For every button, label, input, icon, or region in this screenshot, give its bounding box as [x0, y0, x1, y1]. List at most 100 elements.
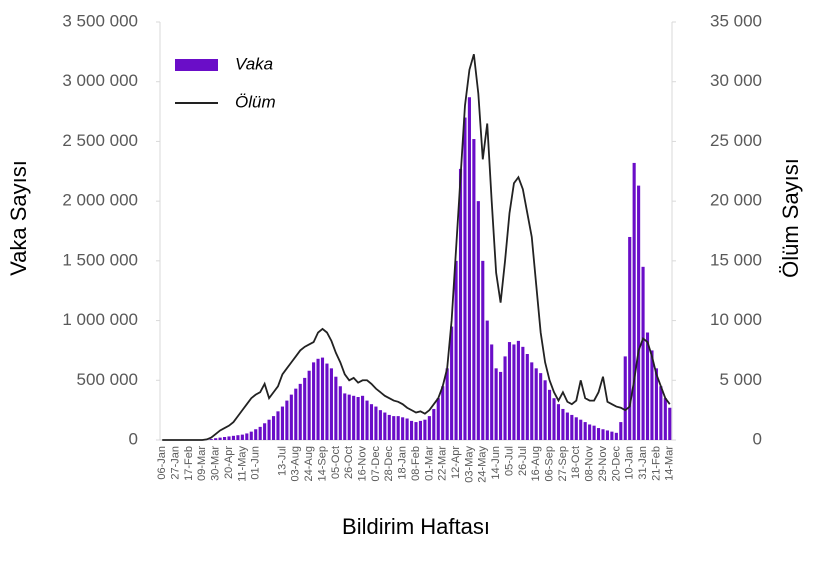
x-tick-label: 27-Jan	[169, 446, 181, 480]
x-tick-label: 29-Nov	[597, 446, 609, 482]
bar	[646, 333, 649, 440]
bar	[552, 398, 555, 440]
bar	[312, 362, 315, 440]
bar	[495, 368, 498, 440]
bar	[419, 421, 422, 440]
bar	[414, 422, 417, 440]
x-tick-label: 08-Feb	[410, 446, 422, 481]
bar	[268, 420, 271, 440]
x-tick-label: 08-Nov	[584, 446, 596, 482]
y2-tick-label: 10 000	[710, 310, 762, 329]
bar	[490, 344, 493, 440]
bar	[664, 398, 667, 440]
bar	[512, 344, 515, 440]
bar	[272, 416, 275, 440]
bar	[517, 341, 520, 440]
bar	[423, 420, 426, 440]
bar	[348, 395, 351, 440]
bar	[503, 356, 506, 440]
bar	[624, 356, 627, 440]
bar	[446, 368, 449, 440]
x-tick-label: 05-Jul	[503, 446, 515, 476]
bar	[388, 415, 391, 440]
x-tick-label: 06-Jan	[156, 446, 168, 480]
bar	[619, 422, 622, 440]
bar	[428, 416, 431, 440]
y2-tick-label: 0	[753, 429, 762, 448]
line	[162, 54, 670, 440]
x-tick-label: 07-Dec	[370, 446, 382, 482]
x-tick-label: 20-Apr	[223, 446, 235, 479]
bar	[610, 432, 613, 440]
bar	[401, 417, 404, 440]
bar	[214, 438, 217, 440]
x-tick-label: 31-Jan	[637, 446, 649, 480]
x-tick-label: 30-Mar	[210, 446, 222, 481]
bar	[250, 432, 253, 440]
bar	[637, 186, 640, 440]
y2-tick-label: 15 000	[710, 250, 762, 269]
x-tick-label: 11-May	[236, 446, 248, 482]
bar	[232, 436, 235, 440]
bar	[597, 428, 600, 440]
bar	[601, 429, 604, 440]
legend-label: Vaka	[235, 54, 273, 73]
bar	[584, 422, 587, 440]
bar	[241, 435, 244, 440]
x-tick-label: 18-Oct	[570, 446, 582, 479]
x-tick-label: 10-Jan	[624, 446, 636, 480]
bar	[392, 416, 395, 440]
y-tick-label: 1 000 000	[62, 310, 138, 329]
bar	[357, 397, 360, 440]
bar	[285, 401, 288, 440]
bar	[383, 413, 386, 440]
bar	[379, 410, 382, 440]
bar	[539, 373, 542, 440]
x-tick-label: 05-Oct	[330, 446, 342, 479]
bar	[486, 321, 489, 440]
bar	[570, 415, 573, 440]
bar	[557, 404, 560, 440]
bar	[432, 409, 435, 440]
y2-tick-label: 5 000	[719, 370, 762, 389]
bar	[575, 417, 578, 440]
x-tick-label: 18-Jan	[397, 446, 409, 480]
bar	[330, 368, 333, 440]
bar	[321, 358, 324, 440]
bar	[259, 427, 262, 440]
y2-tick-label: 20 000	[710, 191, 762, 210]
x-tick-label: 28-Dec	[383, 446, 395, 482]
x-tick-label: 24-Aug	[303, 446, 315, 481]
y-tick-label: 0	[129, 429, 138, 448]
x-tick-label: 26-Jul	[517, 446, 529, 476]
bar	[397, 416, 400, 440]
bar	[370, 404, 373, 440]
y2-tick-label: 30 000	[710, 71, 762, 90]
bar	[628, 237, 631, 440]
x-tick-label: 14-Jun	[490, 446, 502, 480]
x-tick-label: 14-Sep	[316, 446, 328, 481]
bar	[308, 371, 311, 440]
bar	[227, 436, 230, 440]
bar	[530, 362, 533, 440]
bar	[535, 368, 538, 440]
x-tick-label: 03-Aug	[290, 446, 302, 481]
bar	[668, 408, 671, 440]
bar	[406, 419, 409, 440]
y-tick-label: 1 500 000	[62, 250, 138, 269]
x-tick-label: 17-Feb	[183, 446, 195, 481]
bar	[343, 393, 346, 440]
bar	[410, 421, 413, 440]
legend-swatch	[175, 59, 218, 71]
y2-axis-title: Ölüm Sayısı	[778, 158, 803, 278]
bar	[339, 386, 342, 440]
bar	[263, 423, 266, 440]
bar	[579, 420, 582, 440]
x-tick-label: 06-Sep	[543, 446, 555, 481]
bar	[633, 163, 636, 440]
bar	[521, 347, 524, 440]
x-tick-label: 12-Apr	[450, 446, 462, 479]
y-tick-label: 2 500 000	[62, 131, 138, 150]
bar	[468, 97, 471, 440]
